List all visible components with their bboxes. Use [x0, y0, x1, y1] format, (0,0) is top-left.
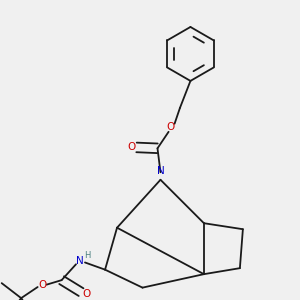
- Text: H: H: [84, 251, 90, 260]
- Text: O: O: [167, 122, 175, 132]
- Text: O: O: [82, 289, 91, 298]
- Text: N: N: [76, 256, 83, 266]
- Text: O: O: [38, 280, 46, 290]
- Text: O: O: [127, 142, 135, 152]
- Text: N: N: [157, 166, 164, 176]
